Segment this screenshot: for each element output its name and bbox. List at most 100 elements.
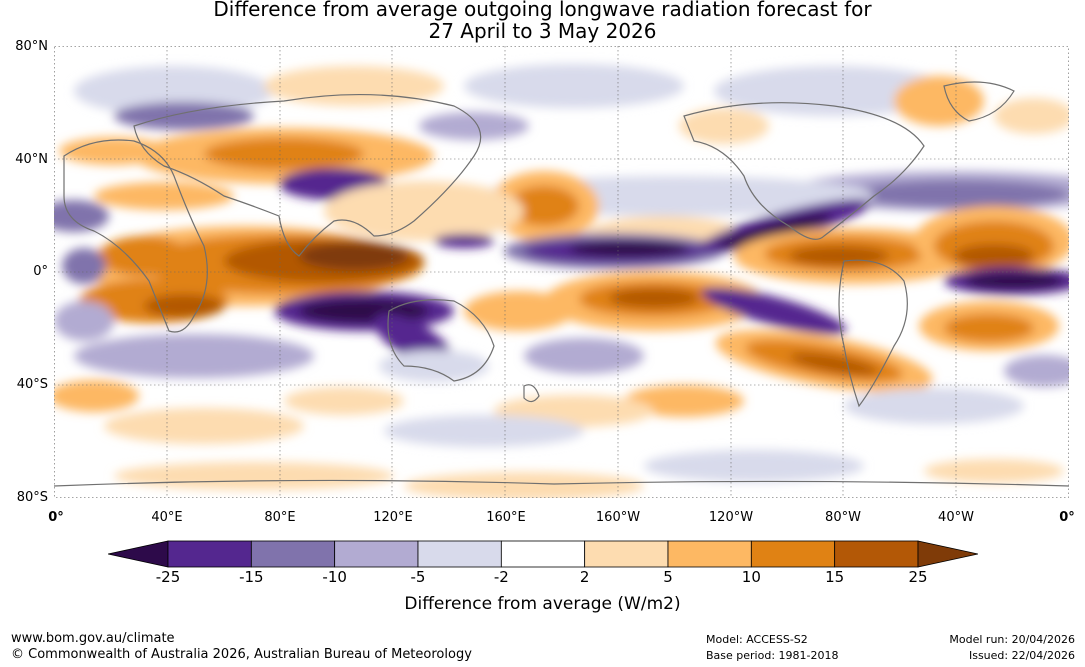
lon-label-160e: 160°E <box>486 510 526 525</box>
anomaly-band <box>464 291 574 331</box>
chart-title-line-2: 27 April to 3 May 2026 <box>428 19 657 43</box>
colorbar-segment <box>250 540 336 568</box>
anomaly-band <box>789 352 879 376</box>
colorbar-title: Difference from average (W/m2) <box>404 594 681 614</box>
anomaly-band <box>844 388 1024 424</box>
anomaly-band <box>324 181 524 241</box>
lon-label-0-west-edge: 0° <box>48 510 64 525</box>
anomaly-band <box>62 248 106 284</box>
colorbar-tick-label: 25 <box>908 568 928 586</box>
colorbar-segment <box>167 540 252 568</box>
eurasia-coastline <box>133 93 482 257</box>
anomaly-band <box>524 338 644 374</box>
lon-label-0-east-edge: 0° <box>1059 510 1075 525</box>
colorbar-segment <box>667 540 752 568</box>
footer-issued: Issued: 22/04/2026 <box>968 649 1075 662</box>
africa-coastline <box>63 139 208 333</box>
anomaly-band <box>99 236 189 276</box>
anomaly-band <box>994 98 1069 134</box>
anomaly-band <box>434 234 494 248</box>
anomaly-band <box>204 138 364 170</box>
colorbar-segment <box>834 540 919 568</box>
anomaly-band <box>569 241 689 257</box>
anomaly-band <box>964 273 1064 289</box>
anomaly-band <box>944 314 1034 342</box>
anomaly-band <box>54 301 114 341</box>
colorbar-segment <box>417 540 502 568</box>
anomaly-band <box>789 246 889 266</box>
anomaly-band <box>714 66 954 116</box>
anomaly-band <box>609 288 699 308</box>
colorbar <box>108 540 978 568</box>
lon-label-120e: 120°E <box>373 510 413 525</box>
colorbar-extend-high <box>917 540 978 568</box>
anomaly-band <box>114 102 254 130</box>
anomaly-band <box>924 459 1064 483</box>
anomaly-band <box>419 112 529 140</box>
colorbar-tick-label: -25 <box>155 568 181 586</box>
colorbar-segment <box>500 540 586 568</box>
colorbar-segment <box>334 540 419 568</box>
colorbar-tick-label: 2 <box>579 568 590 586</box>
colorbar-tick-label: 10 <box>741 568 761 586</box>
anomaly-band <box>59 137 169 165</box>
chart-title-line-1: Difference from average outgoing longwav… <box>213 0 872 21</box>
anomaly-band <box>509 186 579 226</box>
colorbar-segment <box>584 540 669 568</box>
anomaly-band <box>624 385 744 417</box>
anomaly-band <box>716 213 832 249</box>
footer-copyright: © Commonwealth of Australia 2026, Austra… <box>11 647 472 662</box>
footer-base-period: Base period: 1981-2018 <box>706 649 839 662</box>
anomaly-band <box>404 472 644 498</box>
olr-anomaly-map <box>54 46 1069 498</box>
south-america-coastline <box>838 259 908 408</box>
anomaly-band <box>379 350 489 382</box>
lon-label-160w: 160°W <box>595 510 641 525</box>
footer-model-run: Model run: 20/04/2026 <box>949 633 1075 646</box>
anomaly-band <box>894 76 984 126</box>
anomaly-band <box>644 450 864 482</box>
anomaly-band <box>464 64 684 108</box>
lon-label-40e: 40°E <box>151 510 183 525</box>
lat-label-80s: 80°S <box>16 490 48 505</box>
anomaly-band <box>954 244 1034 268</box>
anomaly-band <box>849 180 1069 208</box>
anomaly-band <box>94 182 234 210</box>
graticule <box>54 46 1069 498</box>
lon-label-120w: 120°W <box>708 510 754 525</box>
anomaly-band <box>74 66 274 116</box>
colorbar-tick-label: 5 <box>663 568 673 586</box>
footer-model: Model: ACCESS-S2 <box>706 633 808 646</box>
colorbar-extend-low <box>108 540 169 568</box>
anomaly-band <box>104 408 304 444</box>
lat-label-equator: 0° <box>33 264 48 279</box>
anomaly-band <box>679 108 769 144</box>
lon-label-80e: 80°E <box>264 510 296 525</box>
greenland-coastline <box>943 81 1015 122</box>
lat-label-40n: 40°N <box>15 152 48 167</box>
lat-label-40s: 40°S <box>16 377 48 392</box>
colorbar-segment <box>750 540 836 568</box>
anomaly-band <box>701 287 847 335</box>
lon-label-80w: 80°W <box>825 510 861 525</box>
colorbar-tick-label: -2 <box>493 568 509 586</box>
north-america-coastline <box>683 102 925 240</box>
lon-label-40w: 40°W <box>938 510 974 525</box>
colorbar-tick-label: 15 <box>825 568 845 586</box>
anomaly-band <box>284 387 404 415</box>
coastlines <box>54 81 1069 487</box>
footer-site-url: www.bom.gov.au/climate <box>11 631 175 646</box>
colorbar-tick-label: -15 <box>239 568 264 586</box>
anomaly-band <box>54 200 109 232</box>
australia-coastline <box>387 299 495 382</box>
new-zealand-coastline <box>523 384 540 403</box>
anomaly-band <box>1004 355 1069 387</box>
colorbar-tick-label: -10 <box>322 568 347 586</box>
colorbar-tick-label: -5 <box>410 568 426 586</box>
anomaly-band <box>144 294 224 318</box>
anomaly-band <box>299 242 409 270</box>
anomaly-band <box>54 380 139 412</box>
anomaly-band <box>384 415 584 447</box>
anomaly-band <box>114 462 394 490</box>
anomaly-band <box>74 334 314 378</box>
